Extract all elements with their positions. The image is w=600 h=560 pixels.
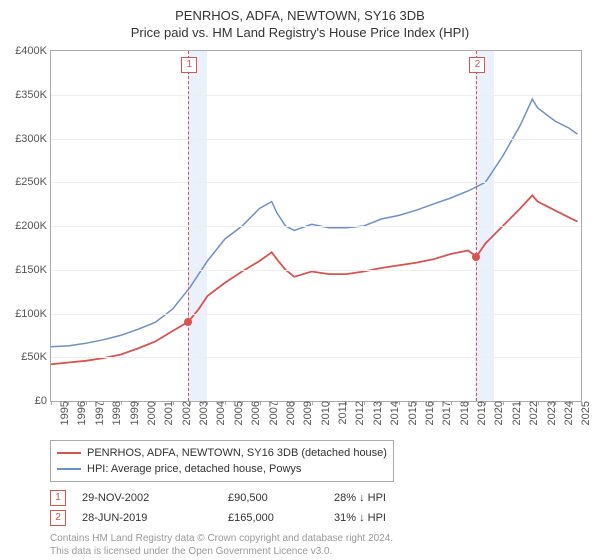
x-tick bbox=[312, 401, 313, 405]
chart-container: PENRHOS, ADFA, NEWTOWN, SY16 3DB Price p… bbox=[0, 0, 600, 560]
sale-dot bbox=[184, 318, 192, 326]
x-tick bbox=[572, 401, 573, 405]
y-gridline bbox=[51, 139, 581, 140]
x-tick bbox=[51, 401, 52, 405]
sale-date-1: 29-NOV-2002 bbox=[82, 492, 212, 504]
x-tick bbox=[399, 401, 400, 405]
footer: Contains HM Land Registry data © Crown c… bbox=[50, 532, 580, 558]
x-tick bbox=[451, 401, 452, 405]
legend-label-address: PENRHOS, ADFA, NEWTOWN, SY16 3DB (detach… bbox=[87, 445, 387, 461]
x-tick bbox=[294, 401, 295, 405]
sale-date-2: 28-JUN-2019 bbox=[82, 512, 212, 524]
x-tick bbox=[138, 401, 139, 405]
x-tick bbox=[86, 401, 87, 405]
x-tick bbox=[207, 401, 208, 405]
legend-row-address: PENRHOS, ADFA, NEWTOWN, SY16 3DB (detach… bbox=[57, 445, 387, 461]
title-sub: Price paid vs. HM Land Registry's House … bbox=[0, 25, 600, 40]
title-main: PENRHOS, ADFA, NEWTOWN, SY16 3DB bbox=[0, 8, 600, 23]
y-axis-label: £150K bbox=[15, 264, 51, 276]
sale-row-1: 1 29-NOV-2002 £90,500 28% ↓ HPI bbox=[50, 490, 580, 506]
y-gridline bbox=[51, 357, 581, 358]
x-axis-label: 2025 bbox=[576, 401, 592, 425]
title-block: PENRHOS, ADFA, NEWTOWN, SY16 3DB Price p… bbox=[0, 0, 600, 40]
x-tick bbox=[225, 401, 226, 405]
x-tick bbox=[346, 401, 347, 405]
footer-line1: Contains HM Land Registry data © Crown c… bbox=[50, 532, 580, 545]
sale-vline bbox=[476, 51, 477, 401]
y-axis-label: £350K bbox=[15, 89, 51, 101]
sale-rows: 1 29-NOV-2002 £90,500 28% ↓ HPI 2 28-JUN… bbox=[50, 490, 580, 526]
y-gridline bbox=[51, 226, 581, 227]
sale-marker-flag: 1 bbox=[181, 57, 197, 73]
x-tick bbox=[433, 401, 434, 405]
footer-line2: This data is licensed under the Open Gov… bbox=[50, 545, 580, 558]
sale-marker-1: 1 bbox=[50, 490, 66, 506]
sale-marker-2: 2 bbox=[50, 510, 66, 526]
y-axis-label: £50K bbox=[21, 351, 51, 363]
legend-swatch-hpi bbox=[57, 468, 81, 470]
sale-row-2: 2 28-JUN-2019 £165,000 31% ↓ HPI bbox=[50, 510, 580, 526]
legend-row-hpi: HPI: Average price, detached house, Powy… bbox=[57, 461, 387, 477]
legend-box: PENRHOS, ADFA, NEWTOWN, SY16 3DB (detach… bbox=[50, 440, 394, 482]
sale-vline bbox=[188, 51, 189, 401]
x-tick bbox=[555, 401, 556, 405]
y-gridline bbox=[51, 314, 581, 315]
sale-price-1: £90,500 bbox=[228, 492, 318, 504]
x-tick bbox=[155, 401, 156, 405]
y-gridline bbox=[51, 270, 581, 271]
series-address bbox=[51, 195, 578, 364]
plot-area: £0£50K£100K£150K£200K£250K£300K£350K£400… bbox=[50, 50, 582, 402]
x-tick bbox=[277, 401, 278, 405]
y-axis-label: £0 bbox=[35, 395, 51, 407]
x-tick bbox=[329, 401, 330, 405]
y-gridline bbox=[51, 182, 581, 183]
y-axis-label: £300K bbox=[15, 133, 51, 145]
legend-label-hpi: HPI: Average price, detached house, Powy… bbox=[87, 461, 301, 477]
x-tick bbox=[416, 401, 417, 405]
x-tick bbox=[103, 401, 104, 405]
x-tick bbox=[190, 401, 191, 405]
series-hpi bbox=[51, 99, 578, 347]
sale-price-2: £165,000 bbox=[228, 512, 318, 524]
y-axis-label: £250K bbox=[15, 176, 51, 188]
y-axis-label: £200K bbox=[15, 220, 51, 232]
x-tick bbox=[485, 401, 486, 405]
legend-area: PENRHOS, ADFA, NEWTOWN, SY16 3DB (detach… bbox=[50, 440, 580, 558]
x-tick bbox=[520, 401, 521, 405]
sale-delta-2: 31% ↓ HPI bbox=[334, 512, 386, 524]
x-tick bbox=[68, 401, 69, 405]
x-tick bbox=[260, 401, 261, 405]
x-tick bbox=[364, 401, 365, 405]
y-gridline bbox=[51, 95, 581, 96]
sale-dot bbox=[472, 253, 480, 261]
x-tick bbox=[242, 401, 243, 405]
x-tick bbox=[538, 401, 539, 405]
legend-swatch-address bbox=[57, 452, 81, 454]
x-tick bbox=[503, 401, 504, 405]
x-tick bbox=[121, 401, 122, 405]
y-axis-label: £100K bbox=[15, 308, 51, 320]
x-tick bbox=[381, 401, 382, 405]
sale-delta-1: 28% ↓ HPI bbox=[334, 492, 386, 504]
x-tick bbox=[173, 401, 174, 405]
y-axis-label: £400K bbox=[15, 45, 51, 57]
sale-marker-flag: 2 bbox=[469, 57, 485, 73]
x-tick bbox=[468, 401, 469, 405]
